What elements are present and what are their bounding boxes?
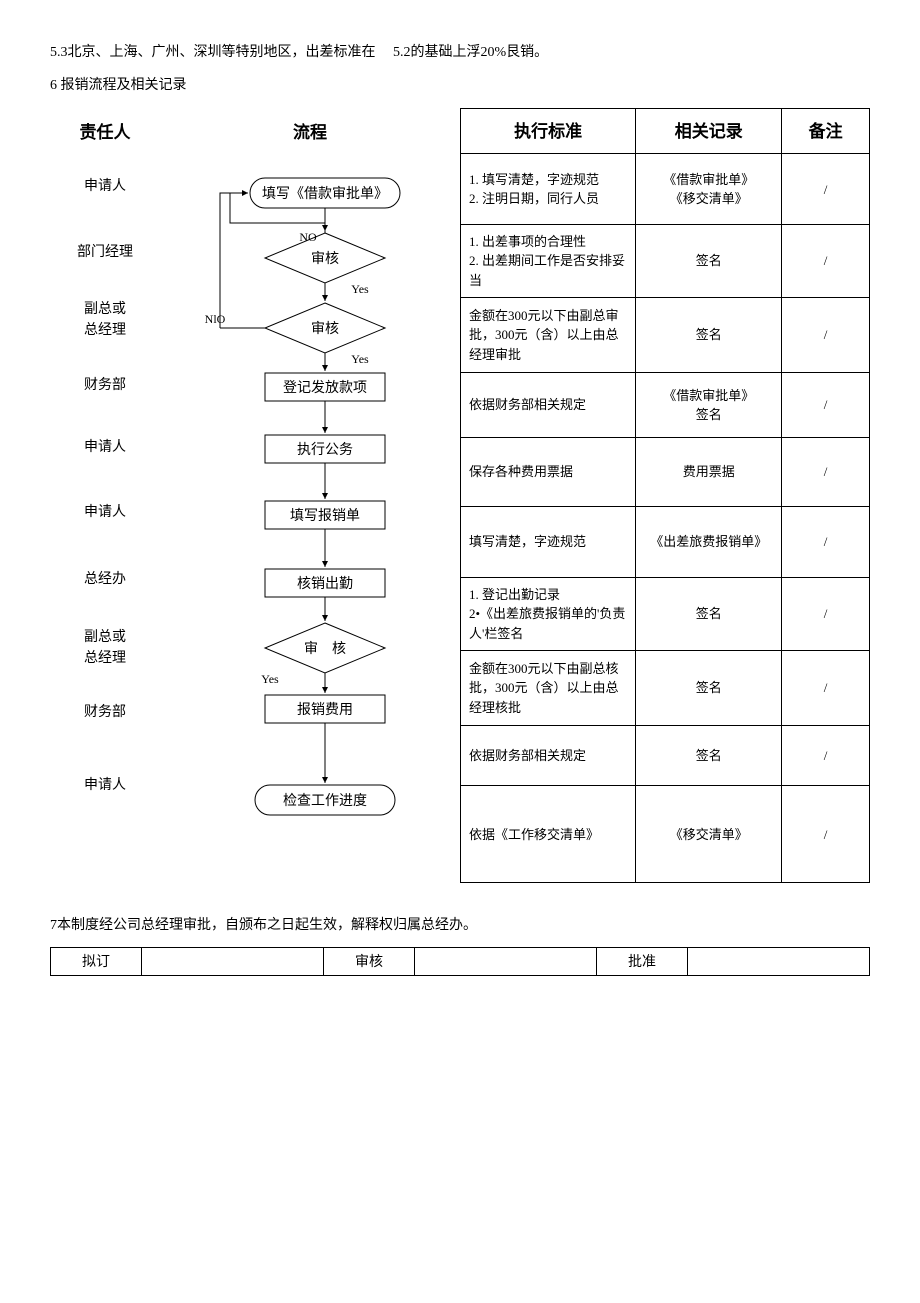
box-fill-loan: 填写《借款审批单》 (262, 186, 388, 202)
header-flow: 流程 (160, 108, 460, 153)
header-responsible: 责任人 (50, 108, 160, 153)
box-audit2: 审核 (311, 321, 339, 337)
sign-audit-blank (415, 947, 597, 975)
signature-table: 拟订 审核 批准 (50, 947, 870, 976)
left-column: 责任人 申请人 部门经理 副总或 总经理 财务部 申请人 申请人 总经办 副总或… (50, 108, 460, 883)
cell-note: / (782, 650, 870, 725)
cell-record: 《借款审批单》 签名 (636, 373, 782, 438)
resp-7: 副总或 总经理 (50, 613, 160, 683)
cell-note: / (782, 726, 870, 786)
intro-line-1: 5.3北京、上海、广州、深圳等特别地区，出差标准在 5.2的基础上浮20%艮销。 (50, 40, 870, 65)
resp-3: 财务部 (50, 355, 160, 415)
resp-4: 申请人 (50, 415, 160, 479)
cell-standard: 保存各种费用票据 (461, 437, 636, 506)
table-row: 金额在300元以下由副总核批，300元（含）以上由总经理核批签名/ (461, 650, 870, 725)
table-row: 依据《工作移交清单》《移交清单》/ (461, 786, 870, 883)
cell-record: 签名 (636, 650, 782, 725)
sign-approve-label: 批准 (597, 947, 688, 975)
intro-line-2: 6 报销流程及相关记录 (50, 73, 870, 98)
responsible-column: 责任人 申请人 部门经理 副总或 总经理 财务部 申请人 申请人 总经办 副总或… (50, 108, 160, 883)
cell-note: / (782, 154, 870, 225)
resp-0: 申请人 (50, 153, 160, 219)
label-yes-3: Yes (261, 672, 279, 686)
resp-8: 财务部 (50, 683, 160, 741)
table-row: 依据财务部相关规定签名/ (461, 726, 870, 786)
cell-note: / (782, 298, 870, 373)
label-no-1: NO (299, 230, 317, 244)
cell-note: / (782, 506, 870, 577)
resp-6: 总经办 (50, 545, 160, 613)
cell-standard: 填写清楚，字迹规范 (461, 506, 636, 577)
table-row: 保存各种费用票据费用票据/ (461, 437, 870, 506)
box-audit1: 审核 (311, 251, 339, 267)
sign-approve-blank (688, 947, 870, 975)
box-execute: 执行公务 (297, 442, 353, 458)
cell-standard: 金额在300元以下由副总核批，300元（含）以上由总经理核批 (461, 650, 636, 725)
table-row: 1. 登记出勤记录 2•《出差旅费报销单的'负责人'栏签名签名/ (461, 577, 870, 650)
cell-standard: 依据《工作移交清单》 (461, 786, 636, 883)
intro-text-1b: 5.2的基础上浮20%艮销。 (393, 45, 548, 60)
cell-standard: 1. 登记出勤记录 2•《出差旅费报销单的'负责人'栏签名 (461, 577, 636, 650)
resp-2: 副总或 总经理 (50, 285, 160, 355)
footer-text: 7本制度经公司总经理审批，自颁布之日起生效，解释权归属总经办。 (50, 913, 870, 938)
sign-draft-blank (142, 947, 324, 975)
box-register: 登记发放款项 (283, 380, 367, 396)
cell-note: / (782, 437, 870, 506)
cell-record: 签名 (636, 298, 782, 373)
box-reimb-fee: 报销费用 (297, 702, 353, 718)
box-fill-reimb: 填写报销单 (290, 508, 360, 524)
main-content: 责任人 申请人 部门经理 副总或 总经理 财务部 申请人 申请人 总经办 副总或… (50, 108, 870, 883)
table-row: 依据财务部相关规定《借款审批单》 签名/ (461, 373, 870, 438)
label-yes-1: Yes (351, 282, 369, 296)
box-audit3: 审 核 (304, 641, 346, 657)
cell-record: 《借款审批单》 《移交清单》 (636, 154, 782, 225)
table-row: 填写清楚，字迹规范《出差旅费报销单》/ (461, 506, 870, 577)
box-verify: 核销出勤 (297, 576, 353, 592)
table-row: 金额在300元以下由副总审批，300元（含）以上由总经理审批签名/ (461, 298, 870, 373)
label-yes-2: Yes (351, 352, 369, 366)
flow-column: 流程 填写《借款审批单》 审核 NO (160, 108, 460, 883)
resp-5: 申请人 (50, 479, 160, 545)
header-record: 相关记录 (636, 109, 782, 154)
standards-table: 执行标准 相关记录 备注 1. 填写清楚，字迹规范 2. 注明日期，同行人员《借… (460, 108, 870, 883)
cell-standard: 1. 出差事项的合理性 2. 出差期间工作是否安排妥当 (461, 225, 636, 298)
label-nlo: NlO (205, 312, 226, 326)
cell-standard: 依据财务部相关规定 (461, 726, 636, 786)
resp-1: 部门经理 (50, 219, 160, 285)
box-check-progress: 检查工作进度 (283, 793, 367, 809)
cell-standard: 金额在300元以下由副总审批，300元（含）以上由总经理审批 (461, 298, 636, 373)
intro-text-1a: 5.3北京、上海、广州、深圳等特别地区，出差标准在 (50, 45, 376, 60)
flowchart-svg: 填写《借款审批单》 审核 NO Yes 审核 (160, 153, 460, 883)
cell-note: / (782, 225, 870, 298)
cell-note: / (782, 373, 870, 438)
cell-record: 签名 (636, 577, 782, 650)
table-row: 1. 出差事项的合理性 2. 出差期间工作是否安排妥当签名/ (461, 225, 870, 298)
cell-standard: 1. 填写清楚，字迹规范 2. 注明日期，同行人员 (461, 154, 636, 225)
cell-record: 签名 (636, 225, 782, 298)
sign-draft-label: 拟订 (51, 947, 142, 975)
resp-9: 申请人 (50, 741, 160, 829)
cell-record: 费用票据 (636, 437, 782, 506)
cell-standard: 依据财务部相关规定 (461, 373, 636, 438)
cell-record: 《出差旅费报销单》 (636, 506, 782, 577)
table-row: 1. 填写清楚，字迹规范 2. 注明日期，同行人员《借款审批单》 《移交清单》/ (461, 154, 870, 225)
sign-audit-label: 审核 (324, 947, 415, 975)
header-note: 备注 (782, 109, 870, 154)
header-standard: 执行标准 (461, 109, 636, 154)
cell-record: 《移交清单》 (636, 786, 782, 883)
cell-note: / (782, 577, 870, 650)
cell-note: / (782, 786, 870, 883)
cell-record: 签名 (636, 726, 782, 786)
